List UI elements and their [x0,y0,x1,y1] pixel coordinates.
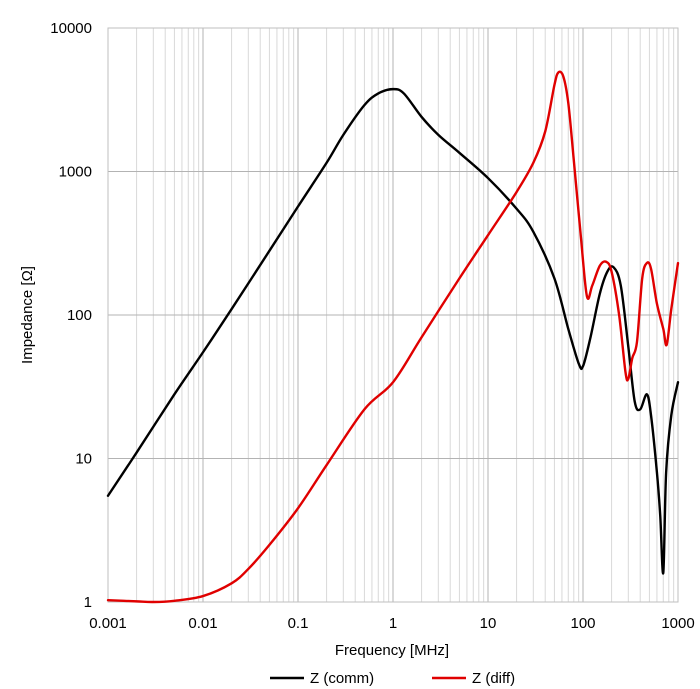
legend-label-diff: Z (diff) [472,670,515,687]
series-line-diff [106,70,680,604]
plot-frame [107,27,679,603]
y-tick-label: 1000 [59,164,92,181]
x-tick-label: 0.001 [89,615,127,632]
y-tick-label: 10000 [50,20,92,37]
x-tick-label: 1 [389,615,397,632]
series-line-comm [106,87,680,575]
x-axis-title: Frequency [MHz] [335,642,449,659]
grid [107,27,678,603]
series-lines [106,70,680,604]
x-tick-label: 0.01 [188,615,217,632]
y-tick-label: 10 [75,451,92,468]
legend-label-comm: Z (comm) [310,670,374,687]
y-axis-title: Impedance [Ω] [19,266,36,364]
y-tick-label: 1 [84,594,92,611]
y-tick-labels: 1 10 100 1000 10000 [50,20,92,611]
x-tick-label: 10 [480,615,497,632]
x-tick-label: 0.1 [288,615,309,632]
y-tick-label: 100 [67,307,92,324]
x-tick-label: 100 [570,615,595,632]
x-tick-labels: 0.001 0.01 0.1 1 10 100 1000 [89,615,694,632]
legend: Z (comm) Z (diff) [270,670,515,687]
x-tick-label: 1000 [661,615,694,632]
